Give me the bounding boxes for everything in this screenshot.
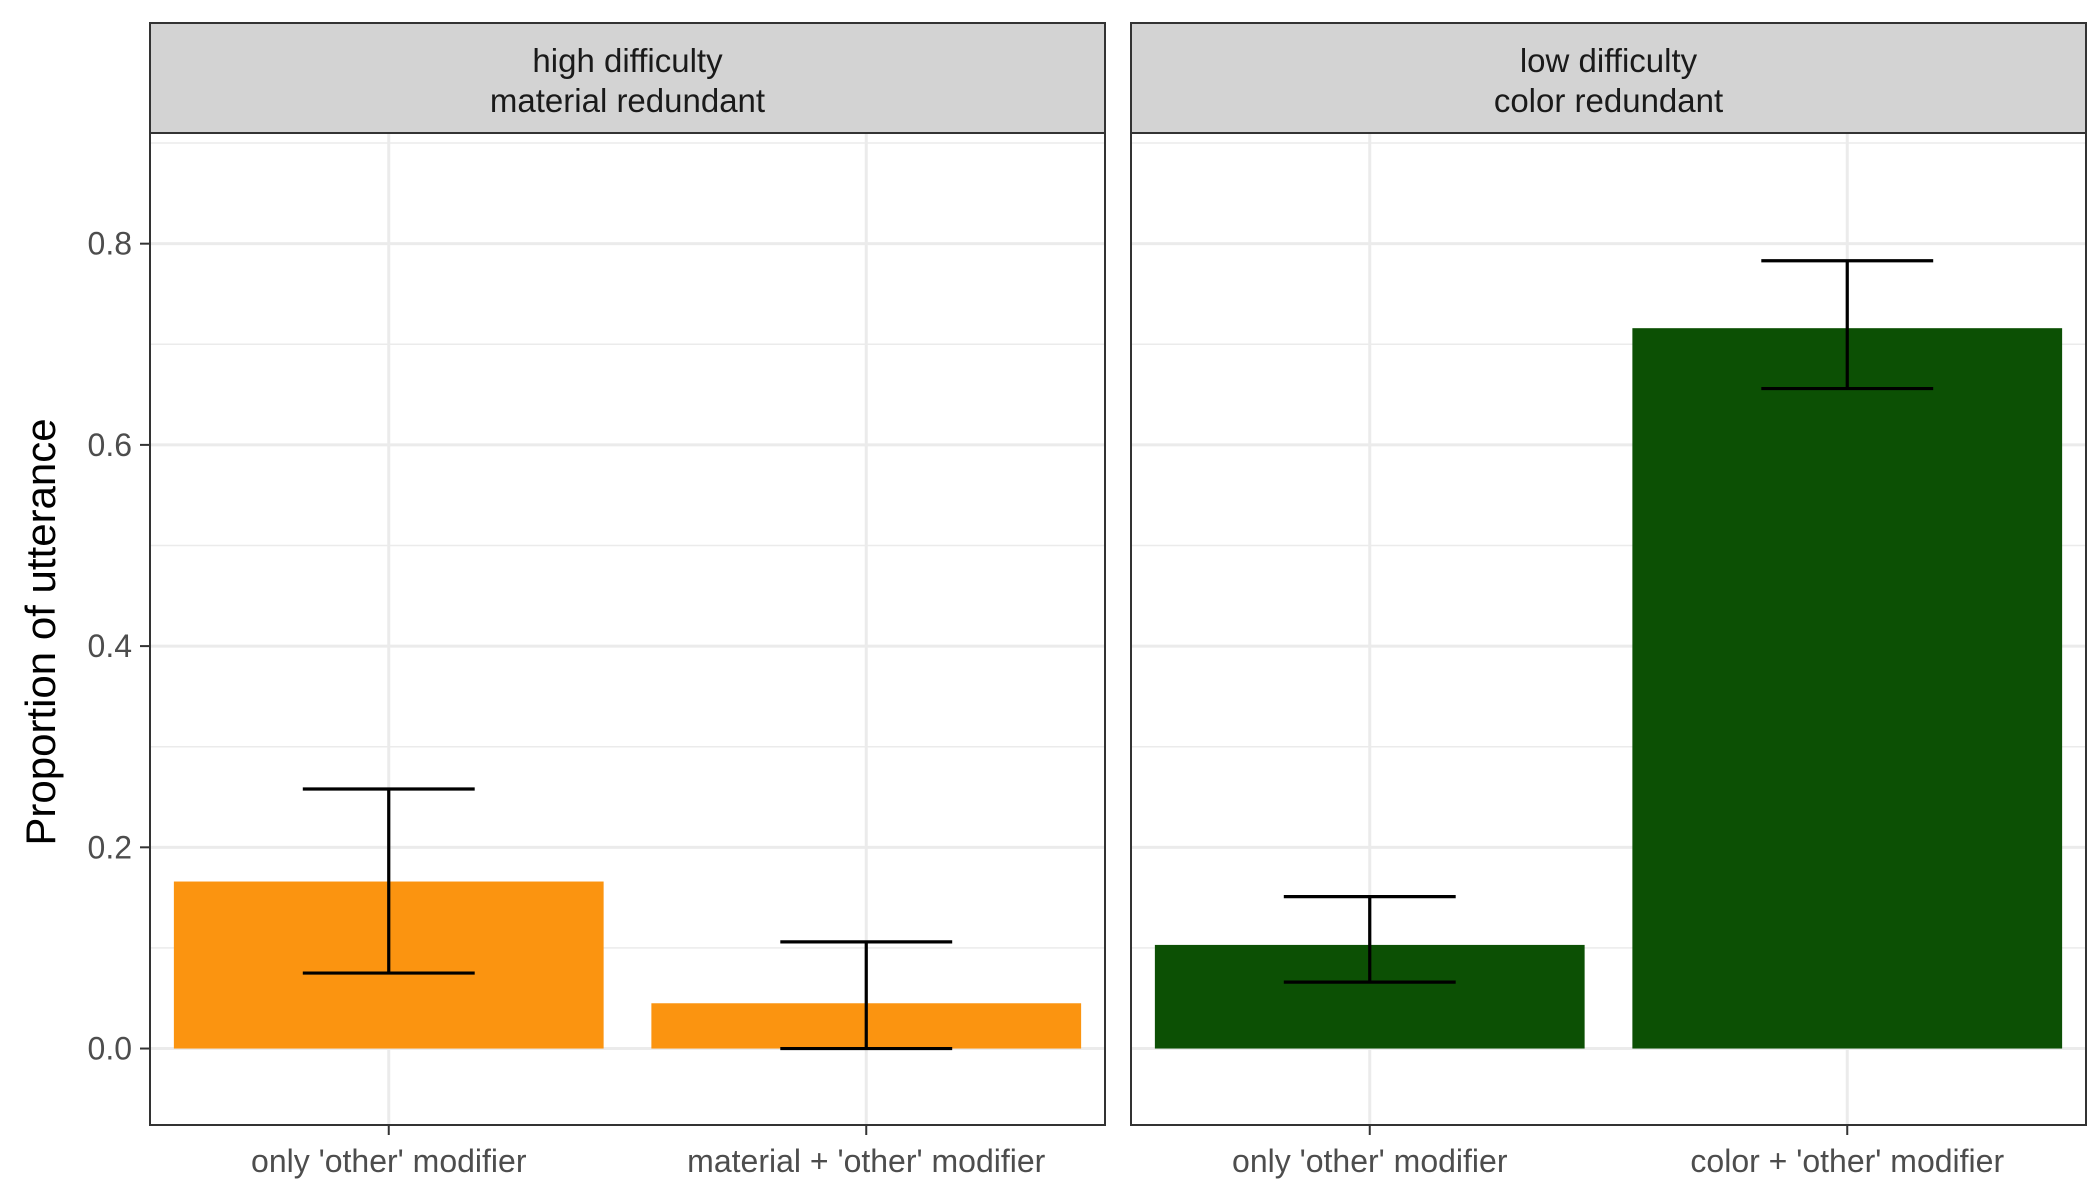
x-tick-label: only 'other' modifier (1232, 1143, 1508, 1179)
error-bar (1761, 259, 1934, 391)
y-tick-label: 0.2 (88, 829, 132, 865)
x-tick-label: color + 'other' modifier (1690, 1143, 2004, 1179)
error-bar (1283, 895, 1456, 984)
y-tick-label: 0.4 (88, 628, 132, 664)
bar (1632, 328, 2063, 1049)
strip-label: material redundant (490, 82, 765, 119)
error-bar (780, 940, 953, 1051)
x-tick-label: only 'other' modifier (251, 1143, 527, 1179)
y-axis-title: Proportion of utterance (17, 418, 64, 845)
y-tick-label: 0.6 (88, 427, 132, 463)
panel-border (1130, 132, 2087, 1126)
x-tick-label: material + 'other' modifier (687, 1143, 1045, 1179)
y-tick-label: 0.8 (88, 226, 132, 262)
strip-label: low difficulty (1520, 42, 1698, 79)
strip-label: color redundant (1494, 82, 1723, 119)
y-axis: 0.0 0.2 0.4 0.6 0.8 (88, 226, 150, 1067)
error-bar (302, 787, 475, 975)
y-tick-label: 0.0 (88, 1031, 132, 1067)
panel-strip (1130, 22, 2087, 134)
panel-border (149, 132, 1106, 1126)
panel-strip (149, 22, 1106, 134)
strip-label: high difficulty (532, 42, 723, 79)
